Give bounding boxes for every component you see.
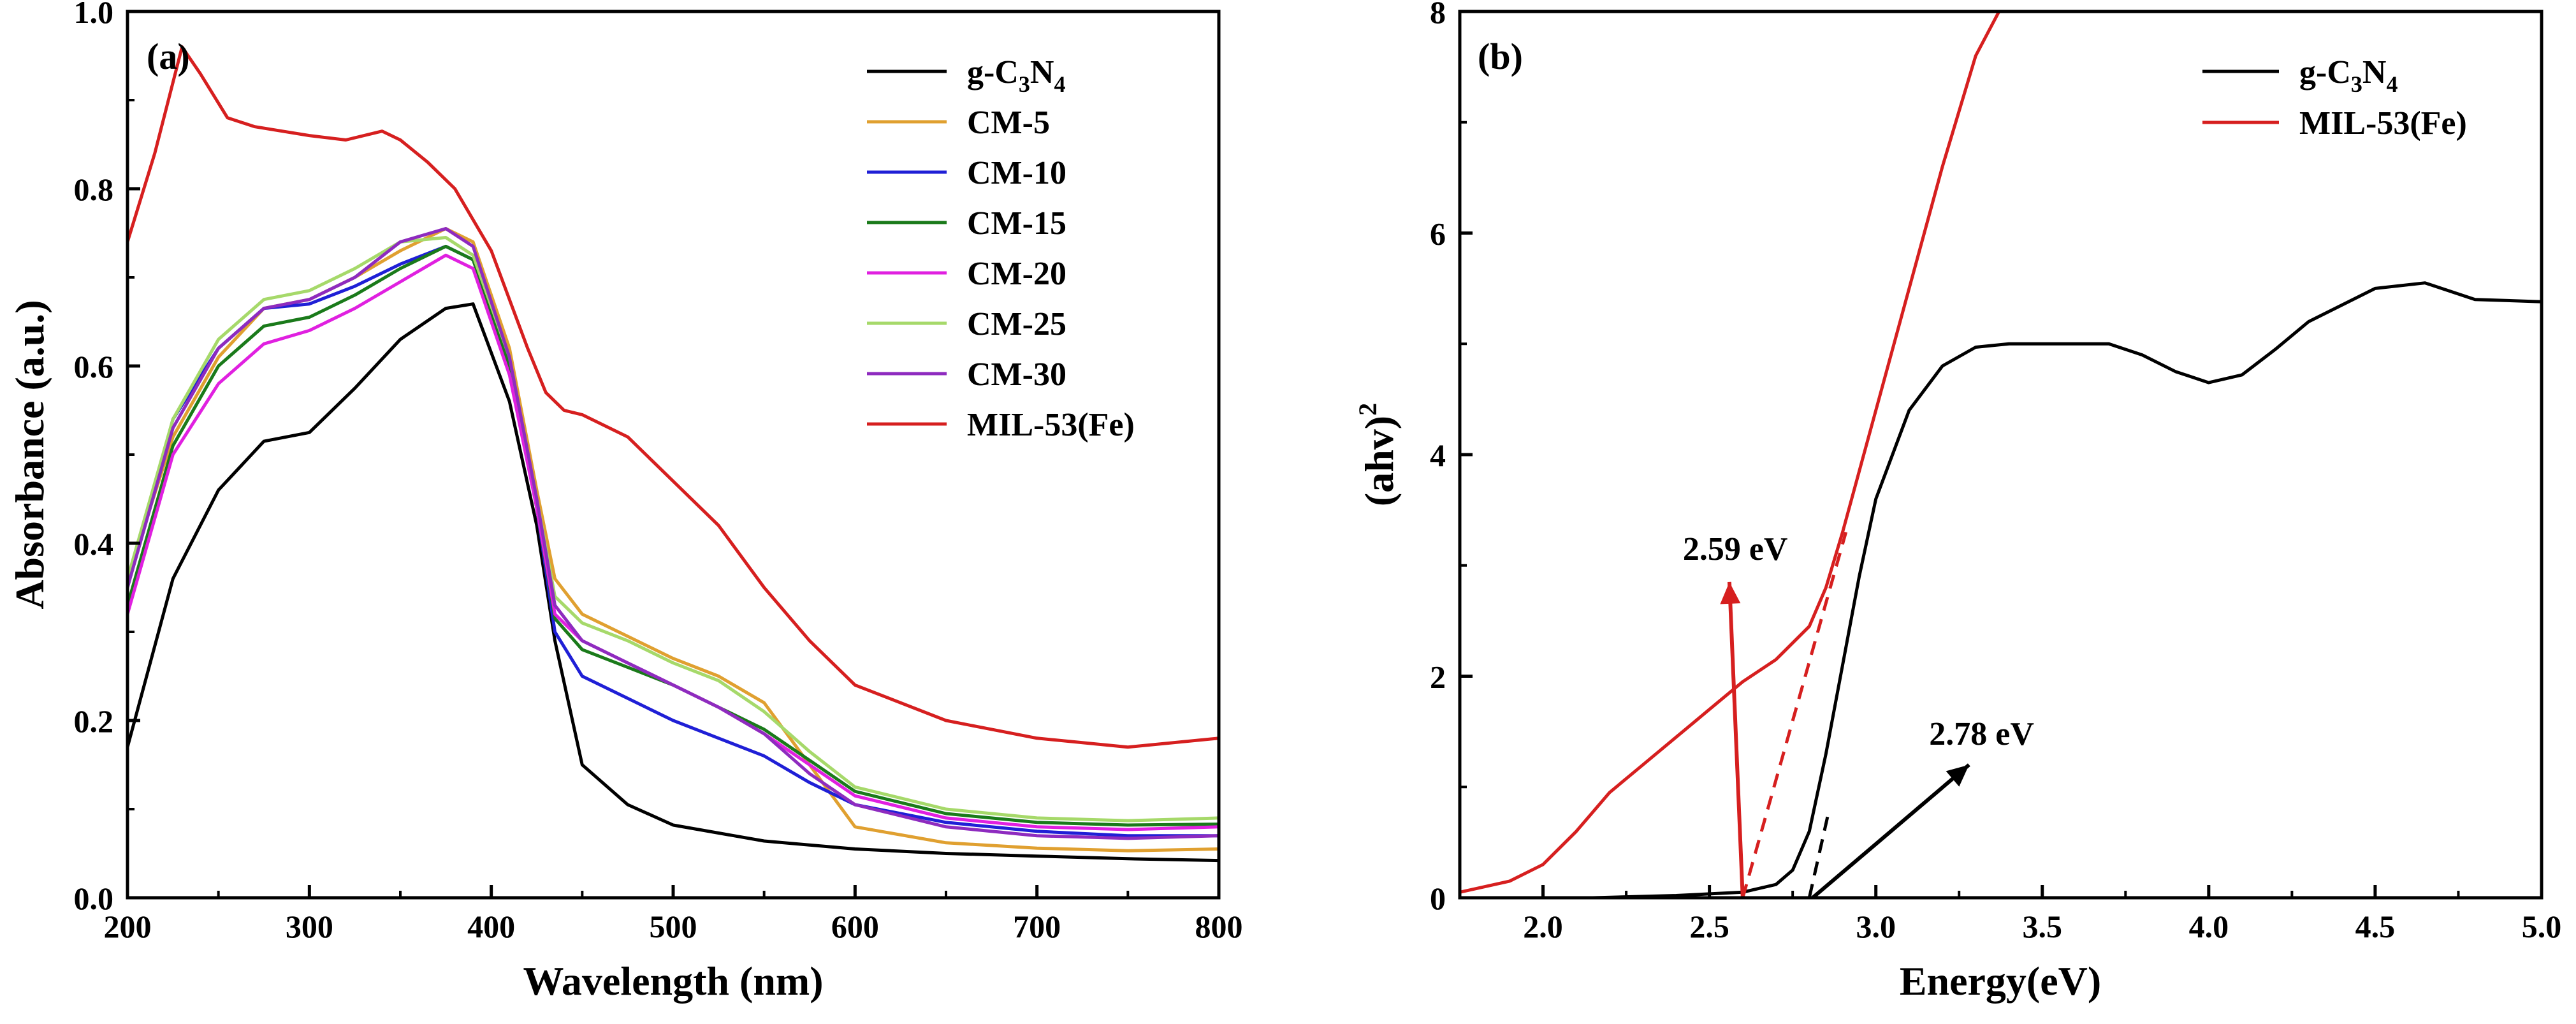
panel-b-y-tick-label-1: 2 — [1430, 659, 1446, 695]
panel-a-y-tick-label-4: 0.8 — [74, 172, 114, 207]
panel-a-y-axis-title: Absorbance (a.u.) — [7, 300, 52, 609]
panel-b-y-tick-label-2: 4 — [1430, 437, 1446, 473]
panel-a-frame — [126, 10, 1221, 900]
panel-b-x-tick-label-0: 2.0 — [1523, 909, 1563, 944]
panel-a-x-tick-label-0: 200 — [104, 909, 152, 944]
panel-a-series-line-7 — [126, 45, 1221, 749]
panel-a-x-axis-title: Wavelength (nm) — [523, 958, 823, 1004]
panel-b-y-tick-label-0: 0 — [1430, 881, 1446, 916]
panel-a-legend: g-C3N4 CM-5 CM-10 CM-15 CM-20 CM-25 CM-30 MIL-5… — [867, 54, 1135, 443]
panel-a-ticks: 200 300 400 500 600 700 800 0.0 0.2 0.4 0.6 0.8 1.0 — [74, 0, 1243, 944]
panel-b-ticks: 2.0 2.5 3.0 3.5 4.0 4.5 5.0 0 2 4 6 8 — [1430, 0, 2561, 944]
panel-b-y-tick-label-3: 6 — [1430, 216, 1446, 252]
panel-b-annotation-arrow-0 — [1727, 581, 1745, 898]
panel-a-series-line-4 — [126, 253, 1221, 831]
panel-a-x-tick-label-1: 300 — [286, 909, 333, 944]
panel-a-legend-label-7: MIL-53(Fe) — [967, 407, 1135, 443]
panel-b-x-axis-title: Energy(eV) — [1900, 958, 2101, 1004]
panel-b-legend: g-C3N4 MIL-53(Fe) — [2202, 54, 2467, 142]
panel-b-legend-label-0: g-C3N4 — [2299, 54, 2398, 97]
panel-b-annotation-label-1: 2.78 eV — [1929, 716, 2034, 752]
panel-b-series-line-0 — [1591, 281, 2543, 900]
panel-a-legend-label-0: g-C3N4 — [967, 54, 1065, 97]
panel-a-label: (a) — [147, 36, 190, 77]
panel-a-x-tick-label-6: 800 — [1195, 909, 1243, 944]
panel-a-y-tick-label-1: 0.2 — [74, 703, 114, 739]
panel-b-legend-label-1: MIL-53(Fe) — [2299, 105, 2467, 142]
panel-b-label: (b) — [1478, 36, 1523, 77]
panel-a-legend-label-6: CM-30 — [967, 356, 1066, 393]
panel-a-y-tick-label-0: 0.0 — [74, 881, 114, 916]
panel-b-y-axis-title-main: (ahv) — [1357, 416, 1402, 506]
panel-a-series-line-6 — [126, 227, 1221, 840]
panel-a-legend-label-3: CM-15 — [967, 205, 1066, 242]
panel-a: 200 300 400 500 600 700 8000.00.20.40.60.81.0 … — [7, 0, 1243, 1004]
panel-a-y-tick-label-5: 1.0 — [74, 0, 114, 30]
panel-b-annotation-arrow-1 — [1811, 763, 1970, 900]
panel-b-x-tick-label-4: 4.0 — [2189, 909, 2229, 944]
panel-a-legend-label-4: CM-20 — [967, 256, 1066, 292]
panel-b-x-tick-label-5: 4.5 — [2355, 909, 2396, 944]
panel-a-x-tick-label-3: 500 — [650, 909, 697, 944]
panel-a-series-line-3 — [126, 244, 1221, 827]
panel-b-series: 2.59 eV 2.78 eV — [1458, 10, 2543, 900]
panel-a-legend-label-5: CM-25 — [967, 306, 1066, 342]
panel-b-dashed-fit-0 — [1741, 531, 1848, 898]
panel-a-x-tick-label-5: 700 — [1013, 909, 1061, 944]
panel-a-x-tick-label-2: 400 — [467, 909, 515, 944]
panel-a-legend-label-2: CM-10 — [967, 155, 1066, 191]
panel-a-series — [126, 45, 1221, 863]
panel-b-annotation-label-0: 2.59 eV — [1683, 531, 1788, 567]
panel-a-y-tick-label-3: 0.6 — [74, 349, 114, 384]
panel-b-x-tick-label-1: 2.5 — [1689, 909, 1729, 944]
panel-a-y-tick-label-2: 0.4 — [74, 526, 114, 562]
panel-b-x-tick-label-6: 5.0 — [2522, 909, 2562, 944]
panel-b-y-tick-label-4: 8 — [1430, 0, 1446, 30]
panel-b-y-axis-title-sup: 2 — [1353, 403, 1382, 416]
panel-a-series-line-0 — [126, 302, 1221, 863]
panel-a-x-tick-label-4: 600 — [831, 909, 879, 944]
panel-b-dashed-fit-1 — [1807, 808, 1831, 898]
panel-b-y-axis-title: (ahv)2 — [1353, 403, 1402, 506]
panel-b-series-line-1 — [1458, 10, 2001, 894]
panel-b-annotation-arrowhead-1 — [1946, 764, 1969, 787]
panel-b-x-tick-label-2: 3.0 — [1856, 909, 1896, 944]
panel-b: 2.59 eV 2.78 eV 2.0 2.5 3.0 3.5 4.0 4.5 5.0 0 2 4 6… — [1353, 0, 2561, 1004]
panel-b-frame — [1458, 10, 2543, 900]
panel-b-x-tick-label-3: 3.5 — [2023, 909, 2063, 944]
panel-a-legend-label-1: CM-5 — [967, 105, 1050, 141]
panel-b-annotation-arrowhead-0 — [1720, 581, 1741, 604]
